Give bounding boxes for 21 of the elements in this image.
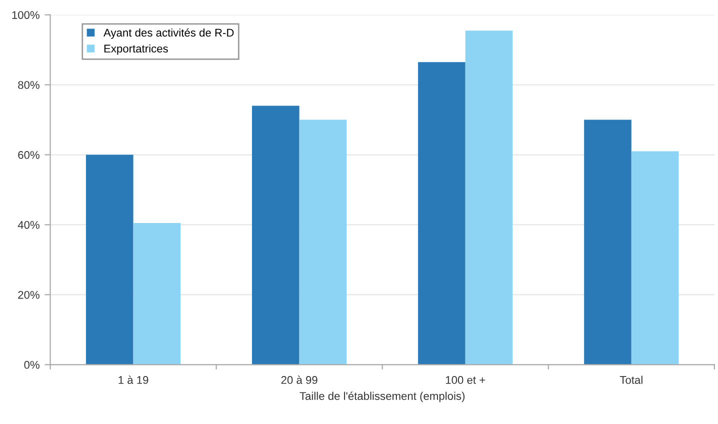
- x-axis-title: Taille de l'établissement (emplois): [300, 392, 465, 402]
- y-tick-label: 20%: [18, 290, 40, 299]
- legend-label: Ayant des activités de R-D: [104, 28, 234, 39]
- bar: [465, 30, 513, 365]
- bar: [299, 120, 347, 365]
- y-tick-label: 80%: [18, 81, 40, 89]
- y-tick-label: 0%: [24, 360, 40, 369]
- bar: [252, 106, 300, 365]
- bar: [584, 120, 632, 365]
- bar: [133, 222, 181, 365]
- y-tick-label: 40%: [18, 220, 40, 229]
- y-tick-label: 100%: [12, 11, 40, 19]
- x-tick-label: 20 à 99: [281, 376, 318, 384]
- x-tick-label: 100 et +: [446, 376, 486, 384]
- y-tick-label: 60%: [18, 151, 40, 159]
- bar: [86, 154, 134, 365]
- bar: [631, 151, 679, 365]
- legend-label: Exportatrices: [104, 44, 168, 55]
- bar: [418, 62, 466, 365]
- x-tick-label: 1 à 19: [118, 376, 148, 384]
- x-tick-label: Total: [620, 376, 642, 384]
